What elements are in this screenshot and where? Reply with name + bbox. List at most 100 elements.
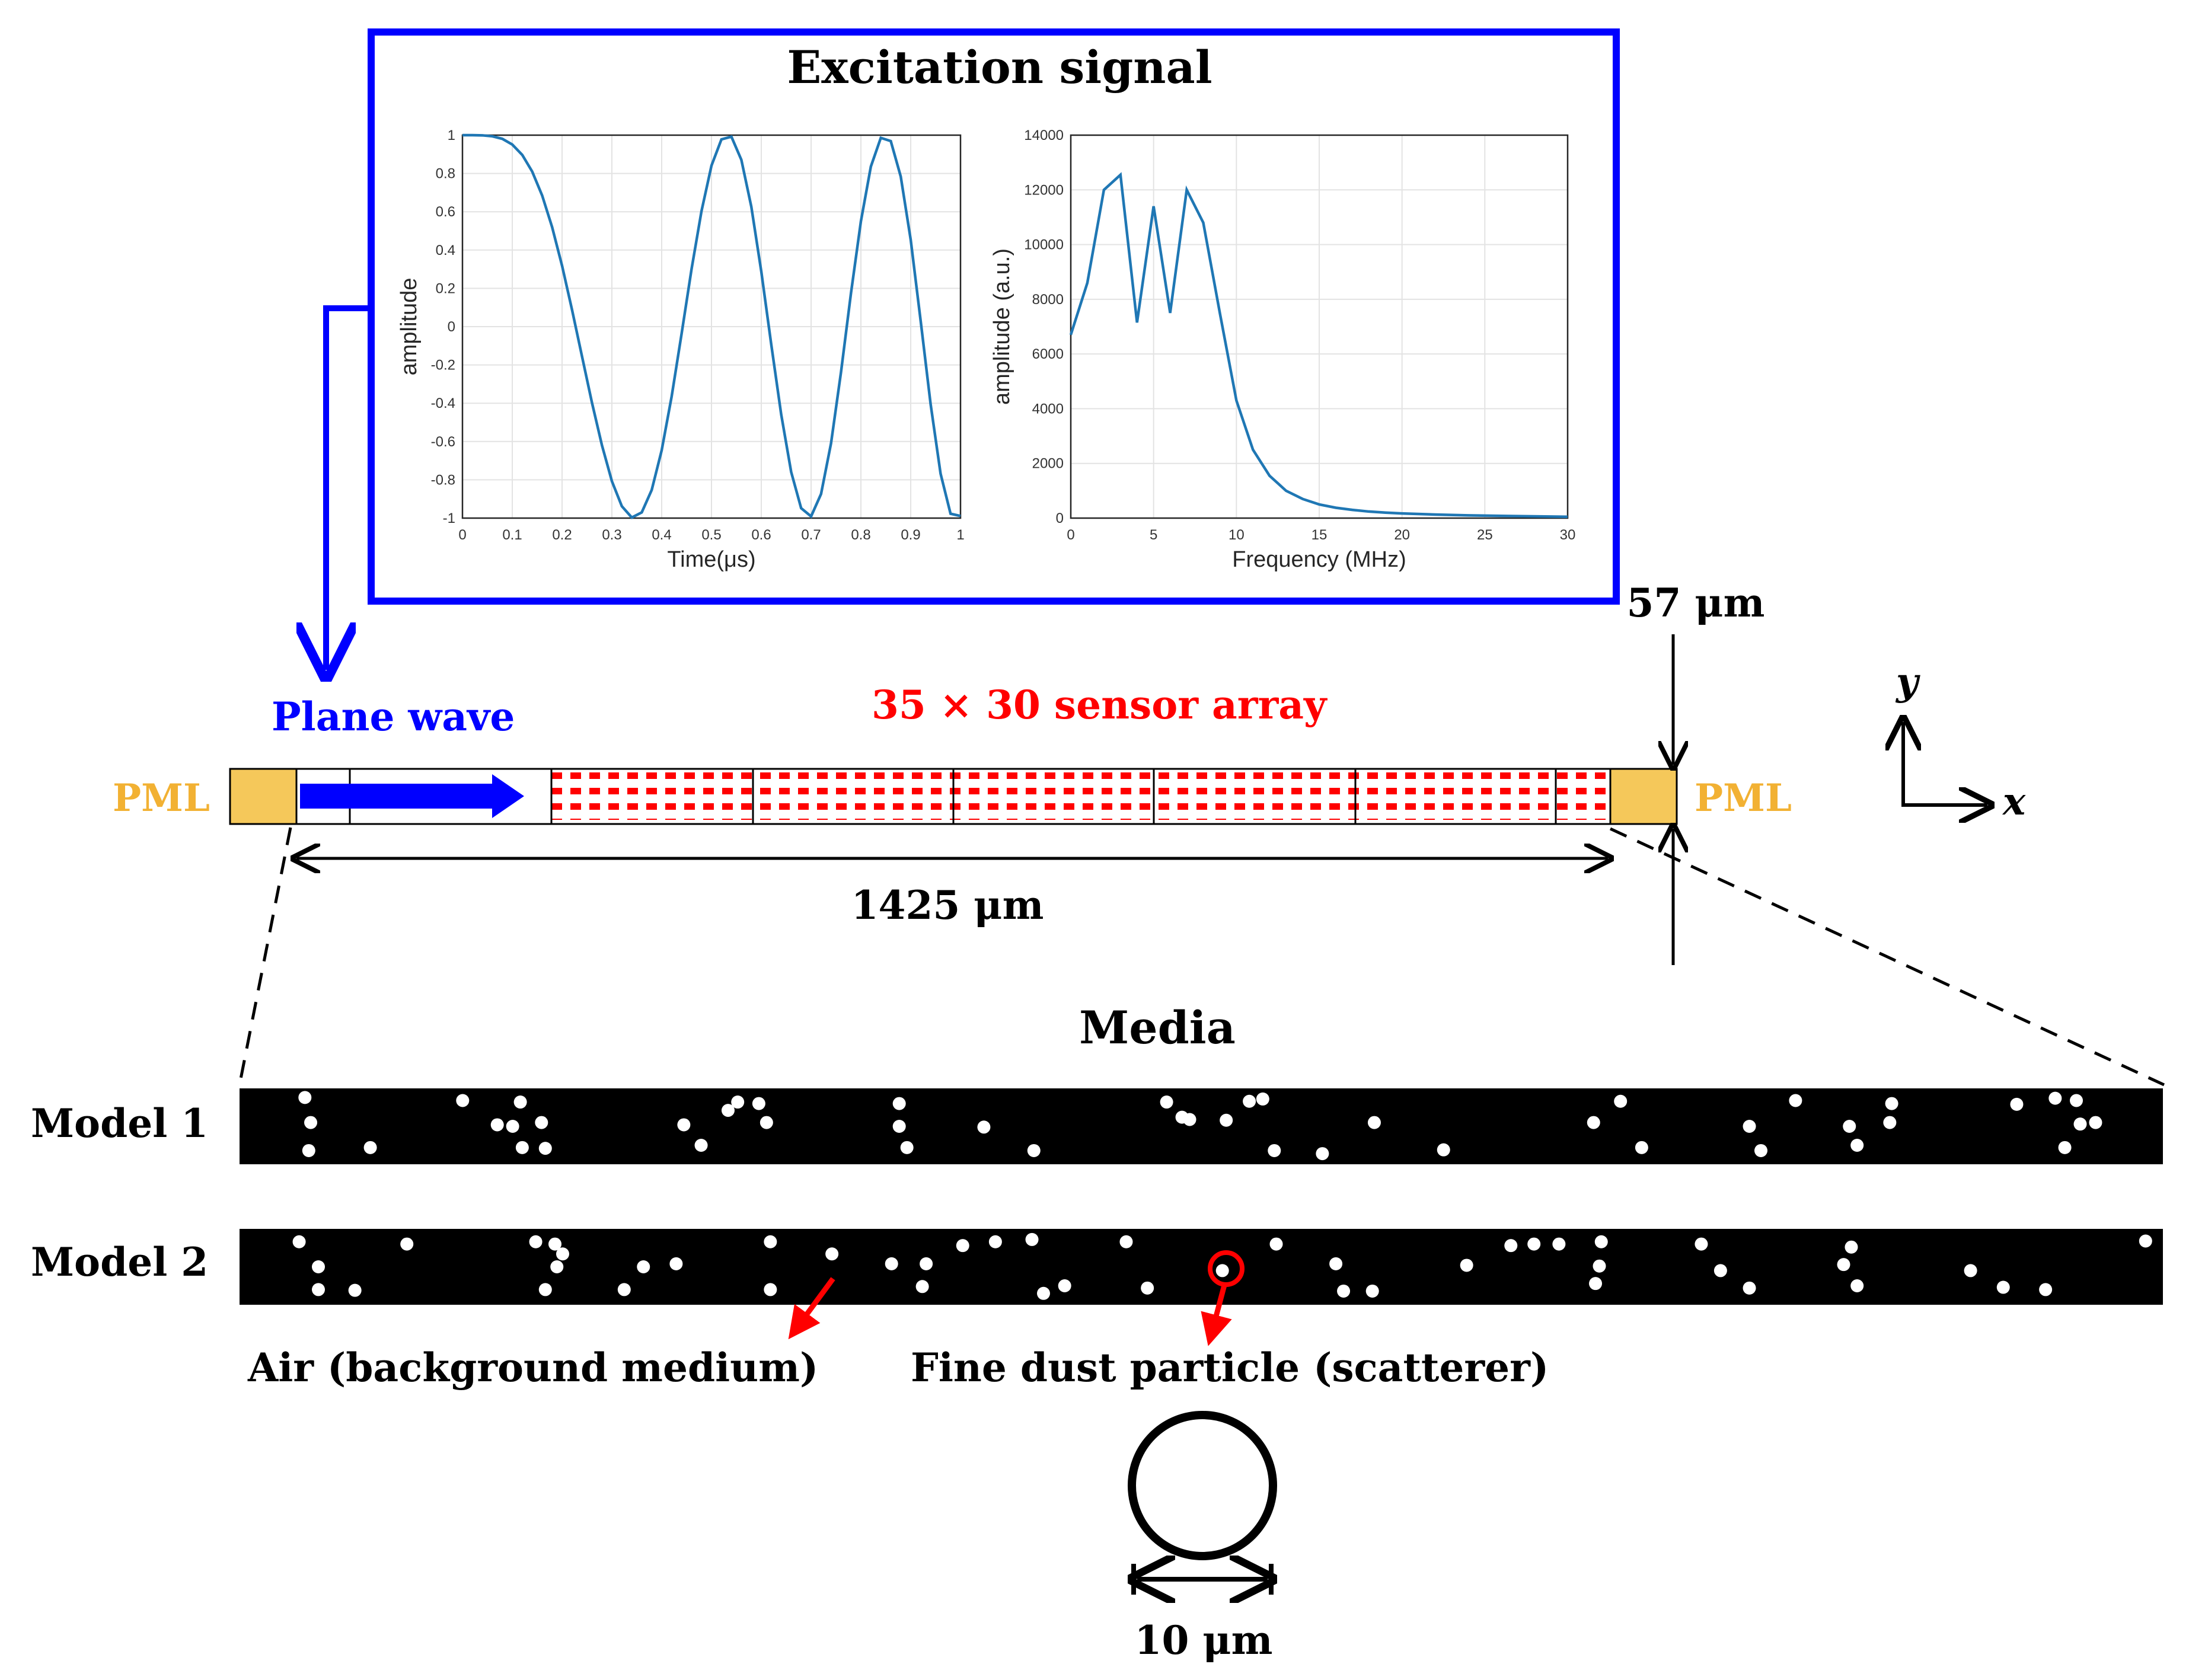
model2-particles — [292, 1232, 2152, 1300]
model1-particle — [1587, 1116, 1600, 1129]
time-y-tick-label: -1 — [443, 510, 455, 526]
model2-particle — [2139, 1234, 2152, 1248]
model2-particle — [617, 1283, 631, 1296]
time-series-line — [462, 133, 961, 519]
model1-particle — [1850, 1139, 1864, 1152]
model2-particle — [1743, 1281, 1756, 1295]
model1-particle — [2073, 1117, 2087, 1131]
media-title: Media — [1079, 1001, 1236, 1054]
model2-particle — [312, 1260, 326, 1273]
model1-particle — [490, 1118, 504, 1132]
model1-particle — [892, 1120, 906, 1133]
model1-particle — [363, 1141, 377, 1154]
model1-particle — [1220, 1113, 1233, 1127]
excitation-border — [368, 28, 1620, 605]
time-y-tick-label: -0.2 — [431, 357, 455, 373]
model1-particle — [304, 1116, 318, 1129]
spectrum-y-tick-label: 4000 — [1032, 401, 1064, 417]
zoom-line-left — [238, 827, 292, 1085]
time-y-tick-label: 0.2 — [436, 280, 455, 296]
model1-particle — [1843, 1120, 1856, 1133]
model2-particle — [1504, 1239, 1518, 1253]
model1-particle — [677, 1118, 691, 1132]
model2-particle — [1996, 1280, 2010, 1294]
plane-wave-arrow — [300, 774, 524, 818]
model2-particle — [548, 1237, 562, 1251]
length-label: 1425 μm — [851, 882, 1044, 928]
model1-particle — [977, 1120, 991, 1134]
spectrum-y-tick-label: 12000 — [1024, 182, 1064, 198]
time-x-tick-label: 0.7 — [801, 527, 821, 543]
model2-particle — [956, 1239, 969, 1253]
pml-right-label: PML — [1695, 776, 1792, 820]
model1-particle — [535, 1116, 548, 1129]
axis-indicator: y x — [1895, 660, 2026, 824]
spectrum-y-tick-label: 14000 — [1024, 127, 1064, 143]
model1-particle — [721, 1104, 735, 1117]
spectrum-y-tick-label: 0 — [1056, 510, 1064, 526]
spectrum-y-tick-label: 2000 — [1032, 456, 1064, 472]
model1-particle — [1243, 1094, 1256, 1108]
model2-particle — [1845, 1240, 1858, 1254]
spectrum-x-tick-label: 5 — [1150, 527, 1157, 543]
model2-particle — [1527, 1237, 1541, 1251]
model2-particle — [1337, 1284, 1351, 1298]
model2-particle — [1025, 1232, 1039, 1246]
plane-wave-label: Plane wave — [272, 694, 515, 740]
spectrum-y-tick-label: 10000 — [1024, 237, 1064, 253]
spectrum-x-tick-label: 0 — [1067, 527, 1074, 543]
model1-particle — [1027, 1144, 1041, 1157]
model1-particle — [1316, 1147, 1329, 1161]
spectrum-xlabel: Frequency (MHz) — [1232, 547, 1406, 572]
time-y-tick-label: 0.4 — [436, 242, 455, 258]
model2-particle — [556, 1247, 569, 1261]
excitation-title: Excitation signal — [787, 41, 1212, 94]
model2-particle — [1695, 1237, 1708, 1251]
model2-particle — [550, 1260, 564, 1273]
spectrum-x-tick-label: 20 — [1394, 527, 1410, 543]
model2-particle — [1058, 1279, 1071, 1292]
time-x-tick-label: 0.3 — [602, 527, 621, 543]
model1-particle — [515, 1141, 529, 1154]
highlighted-particle-ring — [1208, 1250, 1245, 1287]
time-x-tick-label: 0.9 — [901, 527, 920, 543]
model1-particle — [760, 1116, 773, 1129]
model1-particle — [2048, 1091, 2062, 1105]
height-label: 57 μm — [1627, 580, 1765, 626]
connector-arrow — [326, 305, 371, 670]
model1-particle — [1268, 1144, 1281, 1157]
model1-particle — [1256, 1092, 1269, 1106]
model1-particle — [513, 1095, 527, 1109]
model2-label: Model 2 — [31, 1239, 208, 1285]
time-x-tick-label: 0 — [458, 527, 466, 543]
model2-particle — [1215, 1264, 1229, 1277]
model2-particle — [1552, 1237, 1566, 1251]
model2-particle — [1269, 1237, 1283, 1251]
model1-particle — [1743, 1120, 1756, 1133]
model2-particle — [1329, 1257, 1343, 1270]
air-label: Air (background medium) — [247, 1344, 818, 1391]
model2-particle — [825, 1247, 839, 1261]
spectrum-y-tick-label: 8000 — [1032, 292, 1064, 308]
model2-particle — [915, 1280, 929, 1293]
model2-particle — [538, 1283, 552, 1296]
model1-particle — [2070, 1094, 2083, 1107]
time-y-tick-label: 0 — [448, 319, 455, 335]
zoom-line-right — [1609, 827, 2165, 1087]
spectrum-x-tick-label: 15 — [1312, 527, 1328, 543]
model2-particle — [348, 1283, 362, 1297]
time-y-tick-label: 0.6 — [436, 204, 455, 220]
model2-particle — [1460, 1259, 1473, 1272]
model1-particle — [892, 1097, 906, 1110]
dust-pointer-arrow — [1201, 1284, 1232, 1346]
model2-particle — [1589, 1277, 1603, 1291]
model2-particle — [1141, 1281, 1154, 1295]
spectrum-x-tick-label: 10 — [1228, 527, 1245, 543]
model1-particle — [2058, 1141, 2072, 1154]
model2-particle — [2039, 1283, 2053, 1296]
model2-particle — [529, 1235, 543, 1248]
spectrum-x-tick-label: 25 — [1477, 527, 1493, 543]
pml-right-box — [1609, 768, 1678, 825]
time-x-tick-label: 0.2 — [552, 527, 572, 543]
